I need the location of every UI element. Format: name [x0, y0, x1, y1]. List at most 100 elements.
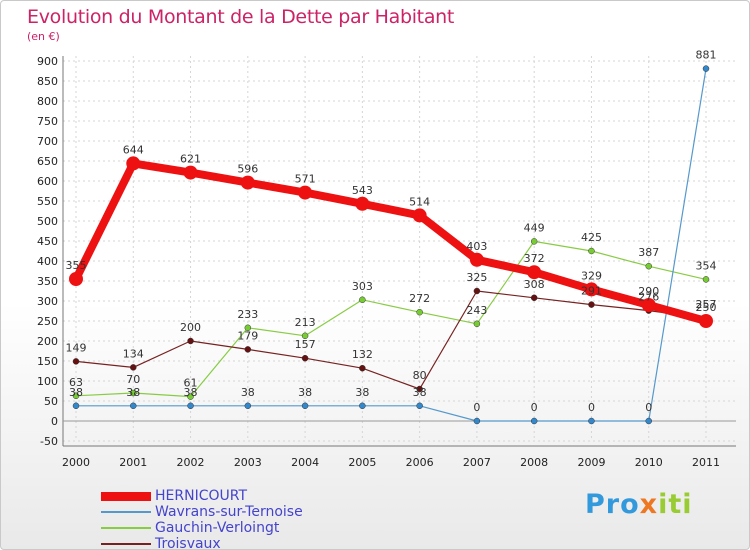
data-label: 134 — [123, 347, 144, 360]
y-tick-label: 500 — [37, 215, 58, 228]
y-tick-label: 900 — [37, 55, 58, 68]
data-point — [69, 272, 83, 286]
y-tick-label: 50 — [44, 395, 58, 408]
data-point — [244, 402, 252, 410]
legend-swatch-troisvaux — [101, 543, 151, 545]
y-tick-label: 350 — [37, 275, 58, 288]
data-label: 38 — [355, 386, 369, 399]
data-label: 571 — [295, 173, 316, 186]
data-point — [412, 208, 427, 223]
logo-part: x — [639, 489, 659, 520]
data-label: 233 — [237, 308, 258, 321]
data-point — [359, 402, 366, 410]
logo-part: iti — [658, 489, 693, 520]
y-tick-label: 750 — [37, 115, 58, 128]
data-label: 291 — [581, 285, 602, 298]
data-point — [359, 364, 366, 372]
data-label: 132 — [352, 348, 373, 361]
y-tick-label: 300 — [37, 295, 58, 308]
data-label: 514 — [409, 195, 430, 208]
data-label: 63 — [69, 376, 83, 389]
data-label: 644 — [123, 143, 144, 156]
data-label: 325 — [466, 271, 487, 284]
series-line — [72, 159, 710, 325]
data-label: 303 — [352, 280, 373, 293]
data-label: 257 — [696, 298, 717, 311]
data-point — [530, 417, 538, 425]
data-label: 61 — [184, 377, 198, 390]
data-label: 80 — [413, 369, 427, 382]
y-tick-label: 700 — [37, 135, 58, 148]
data-label: 0 — [645, 401, 652, 414]
data-label: 38 — [184, 386, 198, 399]
data-point — [641, 298, 656, 312]
data-label: 596 — [237, 163, 258, 176]
y-tick-label: 650 — [37, 155, 58, 168]
x-tick-label: 2005 — [348, 456, 376, 469]
legend-label: HERNICOURT — [155, 488, 248, 504]
data-point — [469, 252, 484, 267]
data-point — [244, 346, 252, 353]
data-label: 38 — [69, 386, 83, 399]
data-label: 449 — [524, 221, 545, 234]
data-point — [473, 320, 481, 328]
data-point — [301, 402, 309, 410]
y-tick-label: 550 — [37, 195, 58, 208]
data-label: 290 — [638, 285, 659, 298]
data-point — [187, 393, 194, 400]
data-point — [527, 265, 542, 280]
x-tick-label: 2003 — [234, 456, 262, 469]
data-label: 329 — [581, 269, 602, 282]
data-label: 38 — [126, 386, 140, 399]
y-tick-label: 400 — [37, 255, 58, 268]
data-point — [530, 294, 538, 302]
y-tick-label: 0 — [51, 415, 58, 428]
data-point — [72, 402, 80, 410]
data-label: 621 — [180, 153, 201, 166]
legend-label: Wavrans-sur-Ternoise — [155, 504, 303, 520]
y-tick-label: 600 — [37, 175, 58, 188]
legend-swatch-wavrans — [101, 511, 151, 513]
data-point — [584, 282, 599, 297]
data-point — [240, 175, 255, 190]
data-label: 157 — [295, 338, 316, 351]
data-label: 213 — [295, 316, 316, 329]
x-tick-label: 2006 — [406, 456, 434, 469]
y-tick-label: 850 — [37, 75, 58, 88]
data-label: 0 — [531, 401, 538, 414]
data-point — [130, 402, 137, 410]
x-tick-label: 2008 — [520, 456, 548, 469]
data-point — [187, 337, 194, 345]
data-point — [702, 65, 710, 72]
data-label: 250 — [696, 301, 717, 314]
y-tick-label: 200 — [37, 335, 58, 348]
x-tick-label: 2007 — [463, 456, 491, 469]
y-tick-label: 100 — [37, 375, 58, 388]
data-label: 70 — [126, 373, 140, 386]
x-tick-label: 2009 — [577, 456, 605, 469]
data-point — [126, 156, 141, 171]
data-label: 149 — [66, 341, 87, 354]
data-point — [699, 314, 713, 328]
data-point — [301, 354, 309, 362]
data-point — [183, 165, 198, 180]
data-point — [130, 364, 137, 371]
data-label: 0 — [588, 401, 595, 414]
data-point — [301, 332, 309, 340]
data-label: 354 — [696, 259, 717, 272]
data-label: 179 — [237, 329, 258, 342]
x-tick-label: 2010 — [635, 456, 663, 469]
data-point — [588, 301, 595, 308]
x-tick-label: 2011 — [692, 456, 720, 469]
series-line — [75, 67, 707, 422]
x-tick-label: 2001 — [119, 456, 147, 469]
data-point — [416, 385, 423, 393]
data-point — [416, 308, 423, 316]
x-tick-label: 2002 — [177, 456, 205, 469]
data-point — [244, 324, 252, 332]
data-point — [72, 392, 80, 400]
data-label: 387 — [638, 246, 659, 259]
data-point — [355, 196, 370, 211]
data-point — [473, 417, 481, 425]
